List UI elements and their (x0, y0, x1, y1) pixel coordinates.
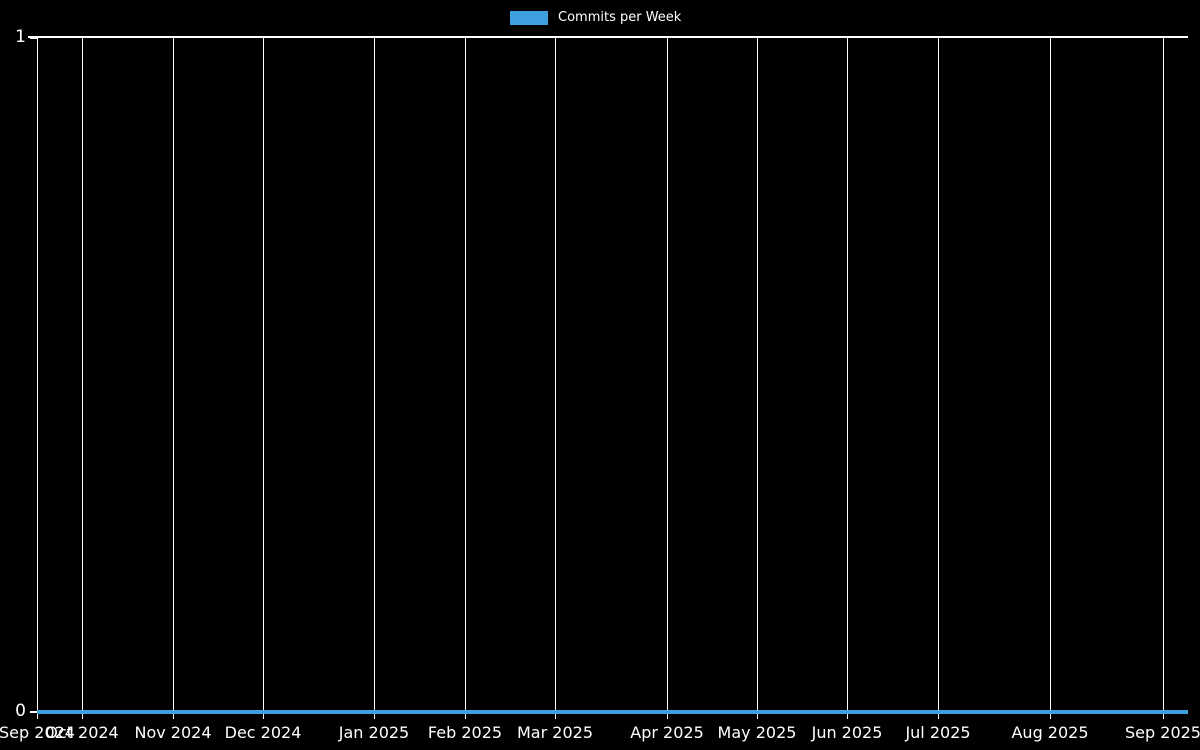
xtick-mark (1050, 712, 1051, 719)
legend-label-commits-per-week: Commits per Week (558, 10, 682, 25)
gridline (465, 37, 466, 713)
xtick-mark (667, 712, 668, 719)
gridline (374, 37, 375, 713)
xtick-mark (757, 712, 758, 719)
xtick-mark (555, 712, 556, 719)
gridline (847, 37, 848, 713)
xtick-label: Jun 2025 (811, 723, 883, 742)
xtick-mark (173, 712, 174, 719)
gridline (667, 37, 668, 713)
xtick-label: Nov 2024 (134, 723, 212, 742)
gridline (263, 37, 264, 713)
xtick-mark (82, 712, 83, 719)
legend-swatch-commits-per-week (510, 11, 548, 25)
xtick-label: Oct 2024 (45, 723, 119, 742)
ytick-label-max: 1 (15, 27, 26, 47)
xtick-mark (465, 712, 466, 719)
xtick-mark (374, 712, 375, 719)
ytick-label-min: 0 (15, 701, 26, 721)
xtick-mark (1163, 712, 1164, 719)
gridline (173, 37, 174, 713)
xtick-label: Apr 2025 (630, 723, 704, 742)
xtick-label: Mar 2025 (517, 723, 593, 742)
gridline (37, 37, 38, 713)
gridline (1163, 37, 1164, 713)
xtick-mark (847, 712, 848, 719)
ytick-mark-1 (30, 37, 37, 39)
xtick-mark (938, 712, 939, 719)
gridline (757, 37, 758, 713)
gridline (555, 37, 556, 713)
xtick-mark (263, 712, 264, 719)
xtick-label: Dec 2024 (224, 723, 302, 742)
gridline (82, 37, 83, 713)
xtick-label: May 2025 (717, 723, 797, 742)
chart-legend: Commits per Week (510, 6, 681, 30)
series-line-commits-per-week (37, 710, 1188, 714)
xtick-label: Sep 2024 (0, 723, 75, 742)
xtick-mark (37, 712, 38, 719)
xtick-label: Jan 2025 (338, 723, 410, 742)
axis-top-spine (28, 36, 1188, 38)
gridline (938, 37, 939, 713)
gridline (1050, 37, 1051, 713)
xtick-label: Aug 2025 (1011, 723, 1089, 742)
ytick-mark-0 (30, 711, 37, 713)
xtick-label: Sep 2025 (1125, 723, 1200, 742)
xtick-label: Jul 2025 (905, 723, 971, 742)
xtick-label: Feb 2025 (427, 723, 503, 742)
